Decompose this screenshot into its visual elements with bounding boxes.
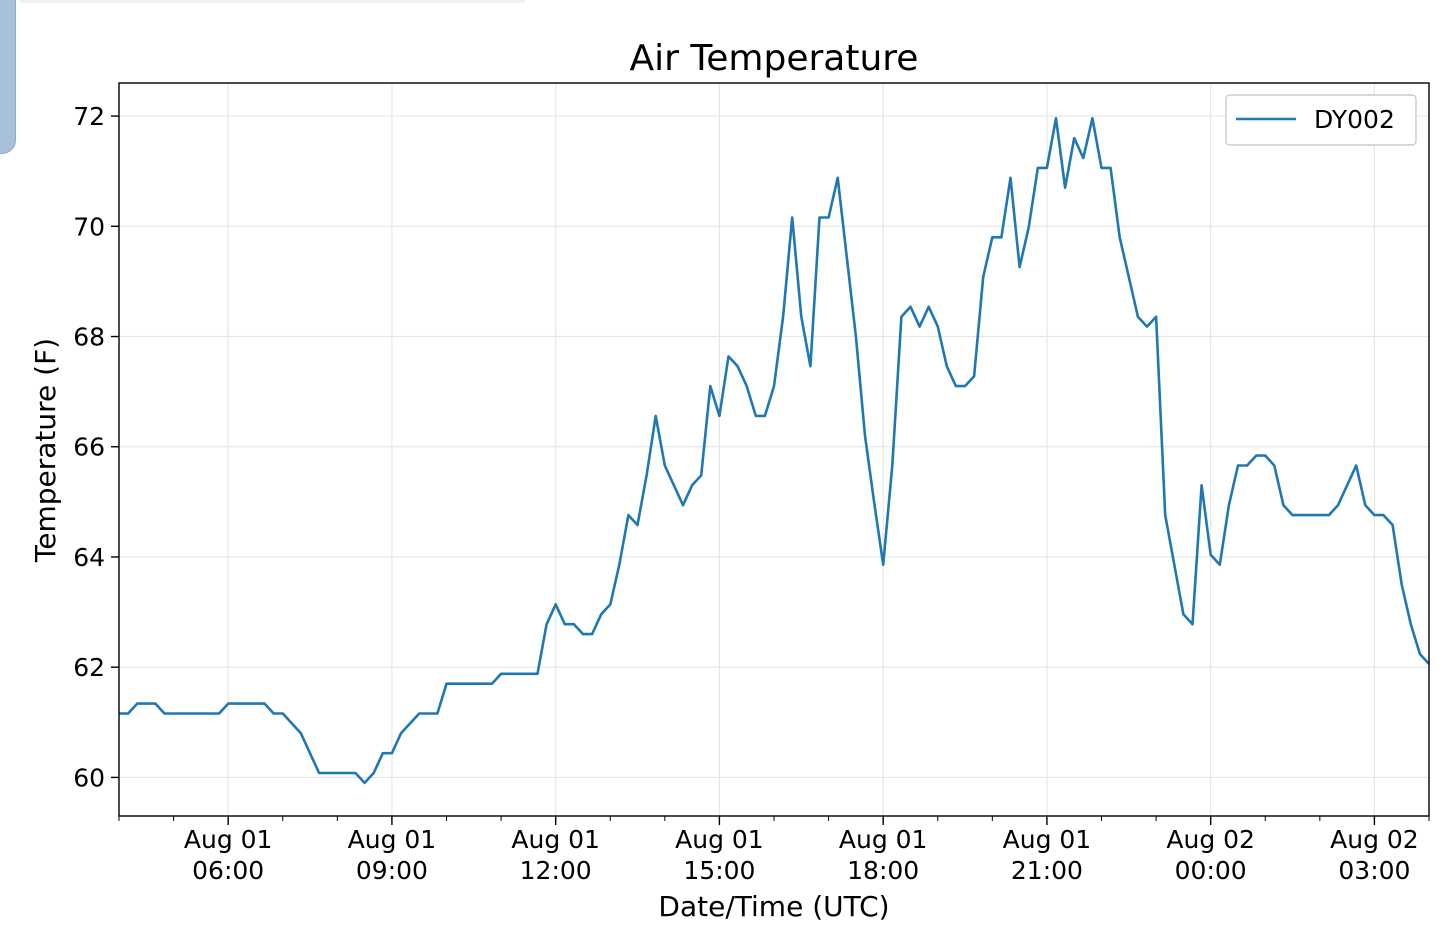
legend-label: DY002 bbox=[1314, 105, 1395, 134]
series-line-dy002 bbox=[119, 117, 1430, 785]
x-tick-label-date: Aug 01 bbox=[1003, 825, 1092, 854]
plot-area-frame bbox=[118, 82, 1430, 817]
chart-title: Air Temperature bbox=[630, 38, 919, 79]
x-tick-label-date: Aug 01 bbox=[348, 825, 437, 854]
x-tick-label-date: Aug 02 bbox=[1166, 825, 1255, 854]
x-tick-label-time: 15:00 bbox=[683, 856, 755, 885]
x-tick-label-time: 21:00 bbox=[1011, 856, 1083, 885]
x-tick-label-date: Aug 02 bbox=[1330, 825, 1419, 854]
y-axis-label: Temperature (F) bbox=[29, 338, 62, 563]
series-layer bbox=[119, 117, 1430, 785]
y-tick-label: 70 bbox=[73, 212, 105, 241]
x-tick-label-time: 09:00 bbox=[356, 856, 428, 885]
legend-box bbox=[1225, 94, 1417, 146]
x-tick-label-date: Aug 01 bbox=[511, 825, 600, 854]
legend: DY002 bbox=[1225, 94, 1417, 146]
top-divider bbox=[20, 0, 525, 3]
x-tick-label-time: 00:00 bbox=[1175, 856, 1247, 885]
y-tick-label: 72 bbox=[73, 102, 105, 131]
x-tick-label-time: 18:00 bbox=[847, 856, 919, 885]
x-tick-label-date: Aug 01 bbox=[184, 825, 273, 854]
y-axis: 60 62 64 66 68 70 72 bbox=[73, 102, 119, 792]
y-tick-label: 60 bbox=[73, 763, 105, 792]
x-tick-label-time: 03:00 bbox=[1338, 856, 1410, 885]
x-tick-label-date: Aug 01 bbox=[839, 825, 928, 854]
y-tick-label: 64 bbox=[73, 543, 105, 572]
x-tick-label-date: Aug 01 bbox=[675, 825, 764, 854]
x-axis-label: Date/Time (UTC) bbox=[658, 890, 889, 923]
x-tick-label-time: 06:00 bbox=[192, 856, 264, 885]
grid-lines bbox=[119, 83, 1429, 816]
x-tick-label-time: 12:00 bbox=[520, 856, 592, 885]
y-tick-label: 66 bbox=[73, 433, 105, 462]
y-tick-label: 68 bbox=[73, 323, 105, 352]
y-tick-label: 62 bbox=[73, 653, 105, 682]
